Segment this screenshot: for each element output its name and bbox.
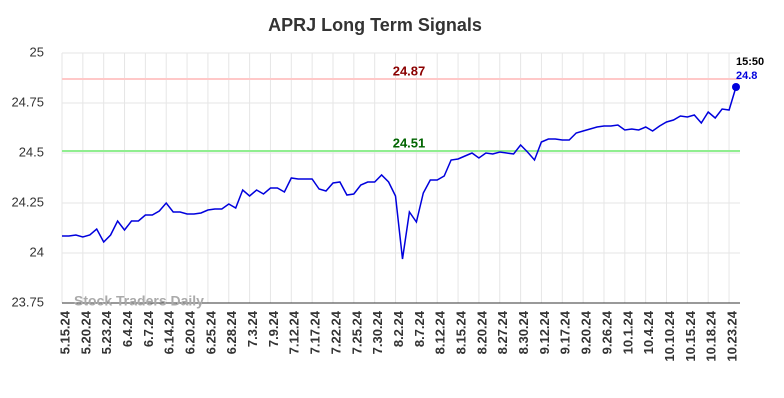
x-tick-label: 8.2.24 (391, 310, 406, 347)
x-tick-label: 10.10.24 (662, 310, 677, 361)
y-tick-label: 24.5 (19, 144, 44, 159)
y-tick-label: 23.75 (11, 294, 44, 309)
x-tick-label: 7.25.24 (349, 310, 364, 354)
x-tick-label: 10.4.24 (641, 310, 656, 354)
end-time-label: 15:50 (736, 56, 764, 68)
x-tick-label: 6.28.24 (224, 310, 239, 354)
x-tick-label: 10.23.24 (724, 310, 739, 361)
x-tick-label: 8.27.24 (495, 310, 510, 354)
x-tick-label: 9.17.24 (558, 310, 573, 354)
x-tick-label: 7.12.24 (287, 310, 302, 354)
x-tick-label: 6.7.24 (141, 310, 156, 347)
last-point (732, 83, 740, 91)
x-tick-label: 5.20.24 (78, 310, 93, 354)
reference-label: 24.51 (393, 135, 426, 150)
x-tick-label: 10.15.24 (683, 310, 698, 361)
reference-label: 24.87 (393, 63, 426, 78)
x-tick-label: 9.12.24 (537, 310, 552, 354)
x-tick-label: 5.23.24 (99, 310, 114, 354)
x-tick-label: 9.26.24 (599, 310, 614, 354)
x-tick-label: 7.22.24 (328, 310, 343, 354)
x-tick-label: 8.12.24 (433, 310, 448, 354)
x-tick-label: 7.9.24 (266, 310, 281, 347)
x-tick-label: 8.15.24 (453, 310, 468, 354)
x-tick-label: 7.17.24 (308, 310, 323, 354)
x-tick-label: 6.25.24 (203, 310, 218, 354)
x-tick-label: 9.20.24 (579, 310, 594, 354)
x-tick-label: 6.14.24 (162, 310, 177, 354)
x-tick-label: 8.7.24 (412, 310, 427, 347)
chart-title: APRJ Long Term Signals (268, 15, 482, 35)
y-tick-label: 25 (30, 44, 44, 59)
y-tick-label: 24.75 (11, 94, 44, 109)
watermark: Stock Traders Daily (74, 293, 204, 309)
x-tick-label: 5.15.24 (57, 310, 72, 354)
x-tick-label: 7.30.24 (370, 310, 385, 354)
x-tick-label: 8.20.24 (474, 310, 489, 354)
x-tick-label: 8.30.24 (516, 310, 531, 354)
x-tick-label: 7.3.24 (245, 310, 260, 347)
end-value-label: 24.8 (736, 70, 757, 82)
x-tick-label: 6.4.24 (120, 310, 135, 347)
y-tick-label: 24 (30, 244, 44, 259)
y-tick-label: 24.25 (11, 194, 44, 209)
x-tick-label: 6.20.24 (183, 310, 198, 354)
x-tick-label: 10.18.24 (704, 310, 719, 361)
series-line (62, 86, 737, 260)
x-tick-label: 10.1.24 (620, 310, 635, 354)
